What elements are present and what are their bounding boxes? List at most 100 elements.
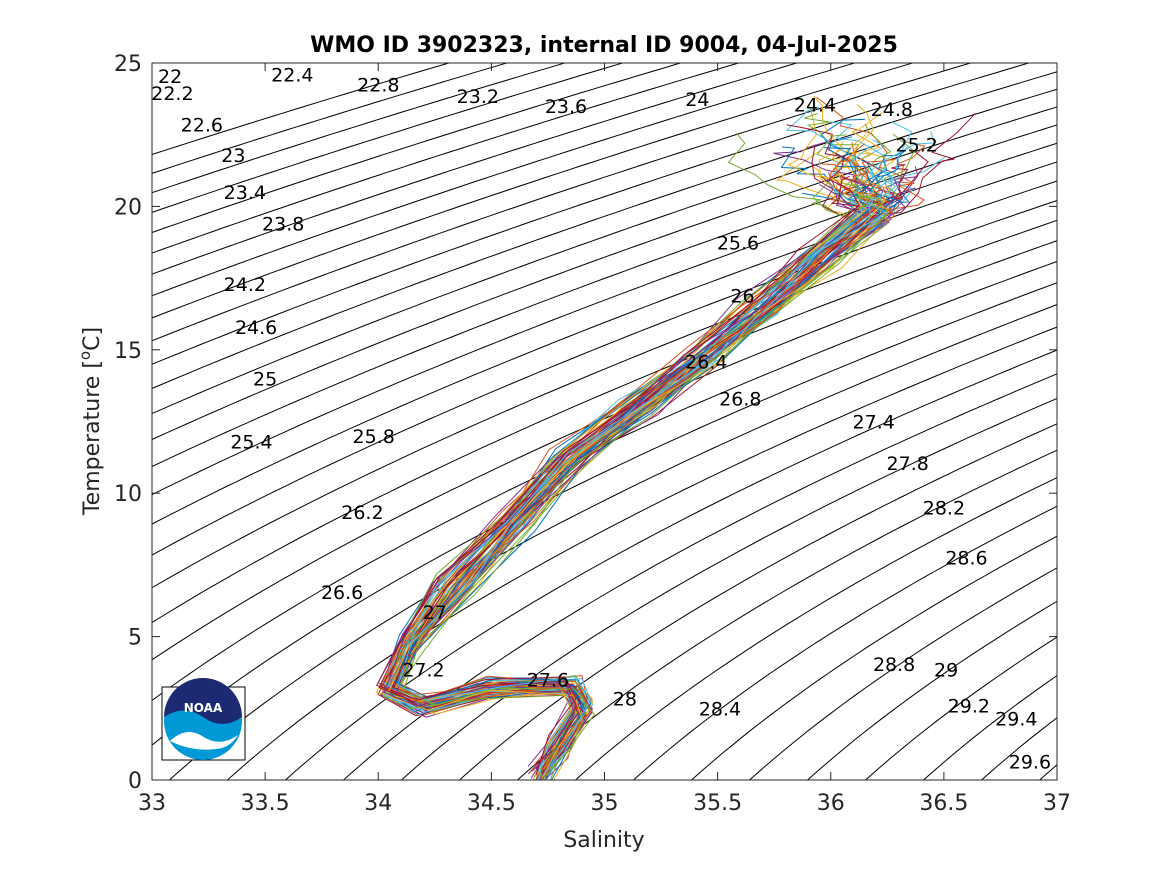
density-label: 26.4 bbox=[685, 351, 727, 373]
y-axis-label-sup: o bbox=[76, 351, 94, 360]
isoline-23.2 bbox=[152, 63, 857, 297]
logo-bird-shape bbox=[170, 732, 238, 750]
density-label: 22.2 bbox=[151, 83, 193, 105]
isoline-28.4 bbox=[748, 567, 1057, 780]
profile-line bbox=[395, 103, 891, 769]
profile-series bbox=[375, 95, 976, 780]
isoline-25.2 bbox=[152, 180, 1057, 556]
profile-line bbox=[402, 195, 889, 779]
density-label: 27.6 bbox=[527, 670, 569, 692]
y-axis-label-tail: C] bbox=[80, 327, 105, 351]
density-label: 22.6 bbox=[181, 115, 223, 137]
isoline-27.8 bbox=[574, 477, 1057, 780]
x-tick-label: 37 bbox=[1043, 791, 1071, 816]
density-label: 28.6 bbox=[945, 548, 987, 570]
density-label: 23.4 bbox=[224, 182, 266, 204]
profile-line bbox=[391, 164, 909, 768]
x-tick-label: 34.5 bbox=[467, 791, 516, 816]
isoline-26.8 bbox=[284, 349, 1057, 780]
profile-line bbox=[393, 147, 908, 770]
density-isolines bbox=[152, 63, 1057, 780]
profile-line bbox=[389, 158, 897, 779]
density-label: 25.6 bbox=[717, 232, 759, 254]
isoline-22.6 bbox=[152, 63, 683, 234]
density-label: 28.8 bbox=[873, 654, 915, 676]
y-tick-label: 0 bbox=[128, 769, 142, 794]
isoline-22.0 bbox=[152, 63, 509, 174]
density-label: 25.8 bbox=[353, 426, 395, 448]
logo-text: NOAA bbox=[184, 701, 223, 715]
x-tick-label: 36 bbox=[817, 791, 845, 816]
density-label: 22.4 bbox=[271, 65, 313, 87]
noaa-logo: NOAA bbox=[161, 678, 246, 761]
density-label: 25.2 bbox=[896, 135, 938, 157]
isoline-26.2 bbox=[152, 282, 1057, 746]
density-label: 25.4 bbox=[230, 432, 272, 454]
density-label: 22.8 bbox=[357, 75, 399, 97]
density-label: 24.8 bbox=[871, 99, 913, 121]
density-label: 22 bbox=[158, 66, 182, 88]
density-label: 25 bbox=[253, 369, 277, 391]
density-label: 28 bbox=[613, 688, 637, 710]
x-tick-label: 33 bbox=[138, 791, 166, 816]
x-tick-label: 35.5 bbox=[693, 791, 742, 816]
density-label: 24 bbox=[685, 89, 709, 111]
density-label: 26 bbox=[730, 285, 754, 307]
density-label: 26.8 bbox=[719, 389, 761, 411]
y-tick-label: 5 bbox=[128, 626, 142, 651]
profile-line bbox=[397, 131, 935, 772]
density-label: 27 bbox=[423, 602, 447, 624]
profile-line bbox=[396, 175, 903, 775]
density-label: 23.2 bbox=[457, 86, 499, 108]
density-label: 29 bbox=[934, 660, 958, 682]
y-tick-label: 25 bbox=[114, 52, 142, 77]
y-axis-label-main: Temperature [ bbox=[80, 360, 105, 516]
isoline-21.8 bbox=[152, 63, 451, 155]
profile-line bbox=[394, 148, 878, 780]
density-label: 26.2 bbox=[341, 502, 383, 524]
x-axis-label: Salinity bbox=[563, 828, 644, 853]
isoline-24.8 bbox=[152, 142, 1057, 496]
density-label: 24.4 bbox=[794, 95, 836, 117]
density-label: 27.2 bbox=[402, 660, 444, 682]
density-label: 29.6 bbox=[1009, 751, 1051, 773]
density-label: 28.2 bbox=[923, 498, 965, 520]
profile-line bbox=[383, 184, 857, 779]
density-label: 29.4 bbox=[995, 708, 1037, 730]
x-tick-label: 35 bbox=[591, 791, 619, 816]
density-label: 29.2 bbox=[948, 695, 990, 717]
isoline-23.6 bbox=[152, 63, 973, 342]
x-tick-label: 36.5 bbox=[919, 791, 968, 816]
x-tick-label: 34 bbox=[364, 791, 392, 816]
y-tick-label: 15 bbox=[114, 339, 142, 364]
x-tick-label: 33.5 bbox=[241, 791, 290, 816]
isoline-24.6 bbox=[152, 124, 1057, 468]
isoline-27.2 bbox=[400, 397, 1057, 780]
isoline-24.0 bbox=[152, 71, 1057, 390]
isoline-26.6 bbox=[226, 326, 1057, 780]
axis-ticks: 33 33.5 34 34.5 35 35.5 36 36.5 37 0 5 10 15 20 25 bbox=[114, 52, 1071, 816]
density-label: 24.6 bbox=[235, 317, 277, 339]
isoline-26.4 bbox=[168, 304, 1057, 780]
isoline-27.6 bbox=[516, 449, 1057, 780]
isoline-24.2 bbox=[152, 88, 1057, 415]
isoline-23.8 bbox=[152, 63, 1031, 365]
isoline-22.2 bbox=[152, 63, 567, 194]
density-label: 28.4 bbox=[699, 698, 741, 720]
density-label: 27.8 bbox=[887, 453, 929, 475]
y-tick-label: 10 bbox=[114, 482, 142, 507]
isoline-28.6 bbox=[806, 600, 1057, 780]
density-label: 23.8 bbox=[262, 214, 304, 236]
isoline-28.2 bbox=[690, 535, 1057, 780]
isoline-28.8 bbox=[864, 636, 1057, 780]
isoline-25.0 bbox=[152, 161, 1057, 525]
isoline-23.0 bbox=[152, 63, 799, 275]
density-label: 23.6 bbox=[545, 96, 587, 118]
density-label: 27.4 bbox=[853, 412, 895, 434]
isoline-27.0 bbox=[342, 373, 1057, 780]
isoline-27.4 bbox=[458, 423, 1057, 780]
logo-top-wave bbox=[164, 678, 242, 724]
